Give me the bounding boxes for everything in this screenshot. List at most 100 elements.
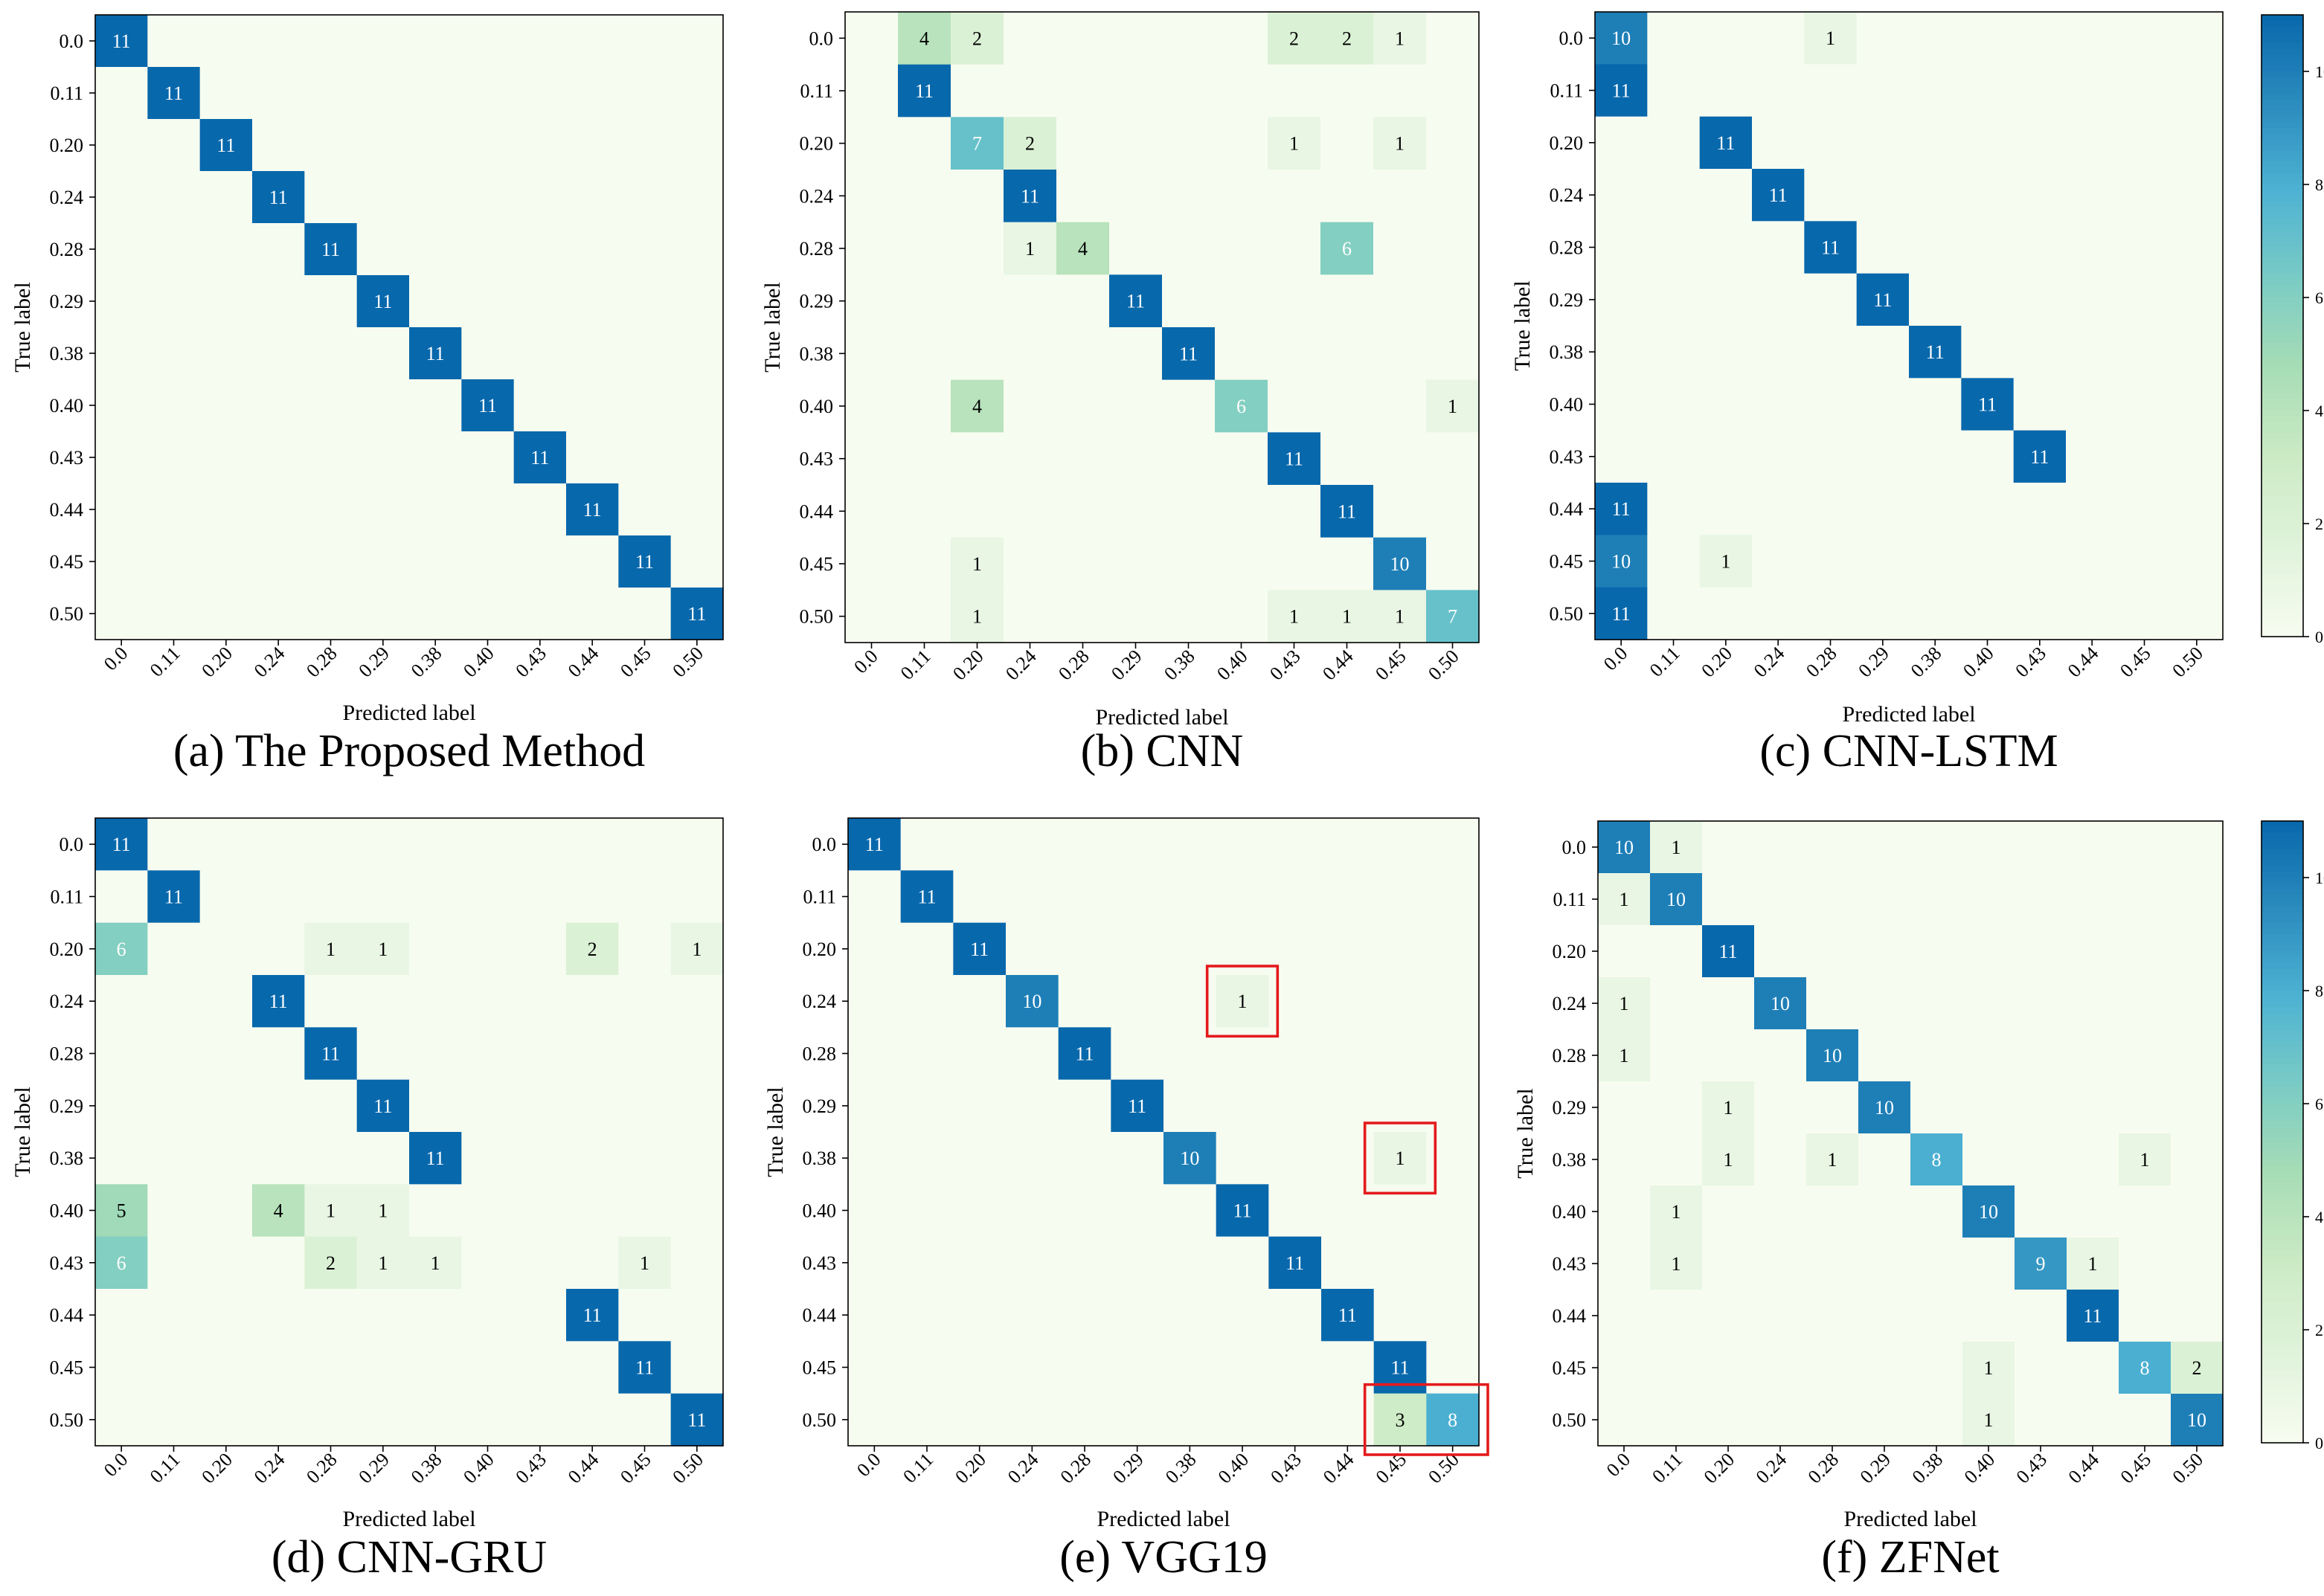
cell [2067,1133,2119,1186]
cell [2118,483,2171,535]
cell [1910,1185,1963,1238]
cell [1320,64,1374,118]
cell [356,535,410,588]
colorbar-segment [2262,1391,2303,1398]
x-axis-label: Predicted label [1095,705,1228,730]
cell [848,975,902,1028]
cell [848,870,902,924]
cell-value-label: 11 [1978,394,1997,416]
cell [1598,1185,1651,1238]
cell [2118,64,2171,118]
y-tick-label: 0.38 [803,1148,837,1169]
cell [951,170,1004,223]
cell [2171,873,2224,926]
cell [1004,170,1057,223]
cell [845,12,899,65]
cell [2066,326,2119,379]
colorbar-segment [2262,26,2303,33]
cell [1754,1029,1807,1082]
colorbar-segment [2262,1126,2303,1133]
cell [95,922,148,976]
cell [1058,1079,1111,1133]
cell [199,223,253,276]
cell [1006,1341,1059,1394]
cell-value-label: 1 [972,606,982,628]
cell [951,12,1004,65]
cell [1058,1341,1111,1394]
cell [1961,12,2015,65]
cell [461,1027,515,1081]
cell [1006,1184,1059,1238]
cell [1595,273,1648,326]
cell [1162,274,1216,328]
cell [1595,12,1648,65]
cell [1858,1394,1911,1447]
cell [1109,117,1163,170]
cell [2171,1133,2224,1186]
cell [1595,221,1648,274]
cell [1962,977,2015,1030]
cell [1373,975,1427,1028]
cell-value-label: 10 [1823,1045,1842,1066]
y-tick-label: 0.40 [800,396,834,417]
colorbar-segment [2262,872,2303,878]
cell-value-label: 10 [1022,991,1041,1012]
y-tick-label: 0.24 [50,991,84,1012]
x-tick-label: 0.45 [2116,643,2155,682]
cell [199,379,253,432]
cell [1702,1290,1755,1342]
colorbar-segment [2262,411,2303,417]
cell [1699,273,1753,326]
cell [1163,1184,1217,1238]
colorbar-segment [2262,478,2303,485]
cell [898,537,951,591]
x-tick-label: 0.29 [1107,646,1146,685]
colorbar-segment [2262,483,2303,491]
cell [252,223,305,276]
colorbar-segment [2262,1420,2303,1426]
cell [566,1393,619,1447]
cell [513,431,567,484]
cell [1754,1081,1807,1134]
x-tick-label: 0.11 [896,646,935,684]
cell [1268,170,1321,223]
colorbar-segment [2262,1313,2303,1319]
x-tick-label: 0.38 [407,1449,446,1488]
y-tick-label: 0.45 [1553,1357,1587,1379]
colorbar-segment [2262,625,2303,632]
cell [2119,1081,2171,1134]
x-tick-label: 0.38 [1908,1449,1948,1488]
cell [1598,1133,1651,1186]
colorbar-segment [2262,1081,2303,1087]
cell [1268,1393,1322,1447]
cell [2013,535,2067,588]
cell [1910,925,1963,978]
cell [356,1184,410,1238]
cell [2119,977,2171,1030]
cell [1215,537,1268,591]
colorbar-segment [2262,574,2303,581]
colorbar-segment [2262,1352,2303,1359]
colorbar-segment [2262,88,2303,95]
cell [1163,870,1217,924]
cell [1373,485,1427,538]
x-tick-label: 0.44 [1318,646,1358,685]
cell [95,1236,148,1290]
cell [953,1393,1007,1447]
cell [670,15,724,68]
cell [409,975,462,1028]
cell [199,327,253,380]
cell-value-label: 1 [378,1252,388,1274]
cell [1373,222,1427,275]
cell [1162,432,1216,486]
cell [1858,1238,1911,1290]
cell [2015,1185,2067,1238]
cell [1321,1289,1375,1342]
cell [1426,1289,1480,1342]
cell [2171,1290,2224,1342]
cell-value-label: 11 [1285,1252,1304,1274]
cell [1426,485,1480,538]
cell [1598,977,1651,1030]
cell [1647,378,1701,431]
cell-value-label: 11 [373,291,392,312]
